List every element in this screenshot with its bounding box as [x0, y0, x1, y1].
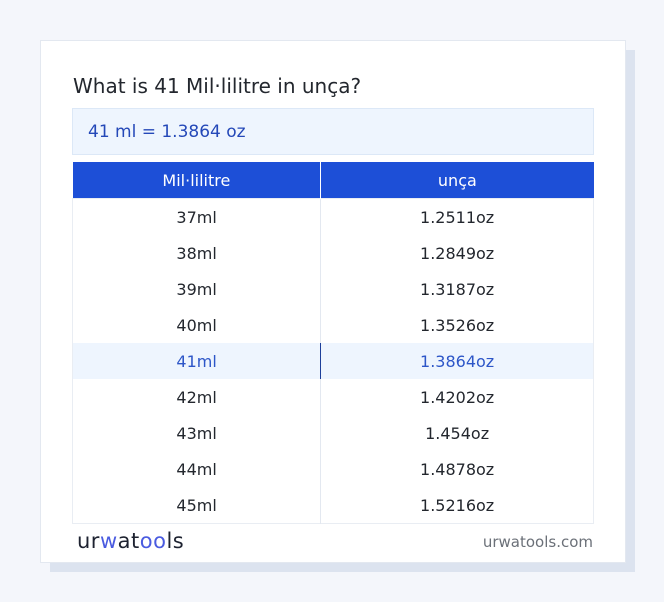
page-title: What is 41 Mil·lilitre in unça? [73, 74, 362, 98]
converter-card: What is 41 Mil·lilitre in unça? 41 ml = … [40, 40, 626, 563]
conversion-table: Mil·lilitre unça 37ml 1.2511oz 38ml 1.2849o… [72, 162, 594, 524]
site-link[interactable]: urwatools.com [482, 533, 593, 551]
oz-cell: 1.3526oz [420, 315, 495, 335]
ml-cell: 40ml [72, 307, 322, 343]
table-row: 43ml 1.454oz [72, 415, 594, 451]
oz-cell: 1.3187oz [420, 279, 495, 299]
ml-cell: 41ml [72, 343, 322, 379]
oz-cell: 1.2511oz [420, 207, 495, 227]
table-row: 38ml 1.2849oz [72, 235, 594, 271]
table-row: 42ml 1.4202oz [72, 379, 594, 415]
oz-cell: 1.4202oz [420, 387, 495, 407]
ml-cell: 38ml [72, 235, 322, 271]
ml-cell: 39ml [72, 271, 322, 307]
oz-cell: 1.454oz [425, 423, 490, 443]
table-row: 39ml 1.3187oz [72, 271, 594, 307]
oz-cell: 1.2849oz [420, 243, 495, 263]
result-box: 41 ml = 1.3864 oz [72, 108, 594, 155]
ml-cell: 42ml [72, 379, 322, 415]
column-header-oz: unça [320, 162, 594, 199]
table-row: 45ml 1.5216oz [72, 487, 594, 524]
oz-cell: 1.4878oz [420, 459, 495, 479]
oz-cell: 1.3864oz [320, 343, 594, 379]
ml-cell: 43ml [72, 415, 322, 451]
table-row: 44ml 1.4878oz [72, 451, 594, 487]
ml-cell: 44ml [72, 451, 322, 487]
table-row: 41ml 1.3864oz [72, 343, 594, 379]
table-row: 40ml 1.3526oz [72, 307, 594, 343]
table-row: 37ml 1.2511oz [72, 198, 594, 235]
ml-cell: 37ml [72, 198, 322, 235]
result-text: 41 ml = 1.3864 oz [88, 122, 246, 142]
oz-cell: 1.5216oz [420, 495, 495, 515]
urwatools-logo[interactable]: urwatools [77, 529, 185, 553]
column-header-ml: Mil·lilitre [72, 162, 322, 199]
ml-cell: 45ml [72, 487, 322, 524]
